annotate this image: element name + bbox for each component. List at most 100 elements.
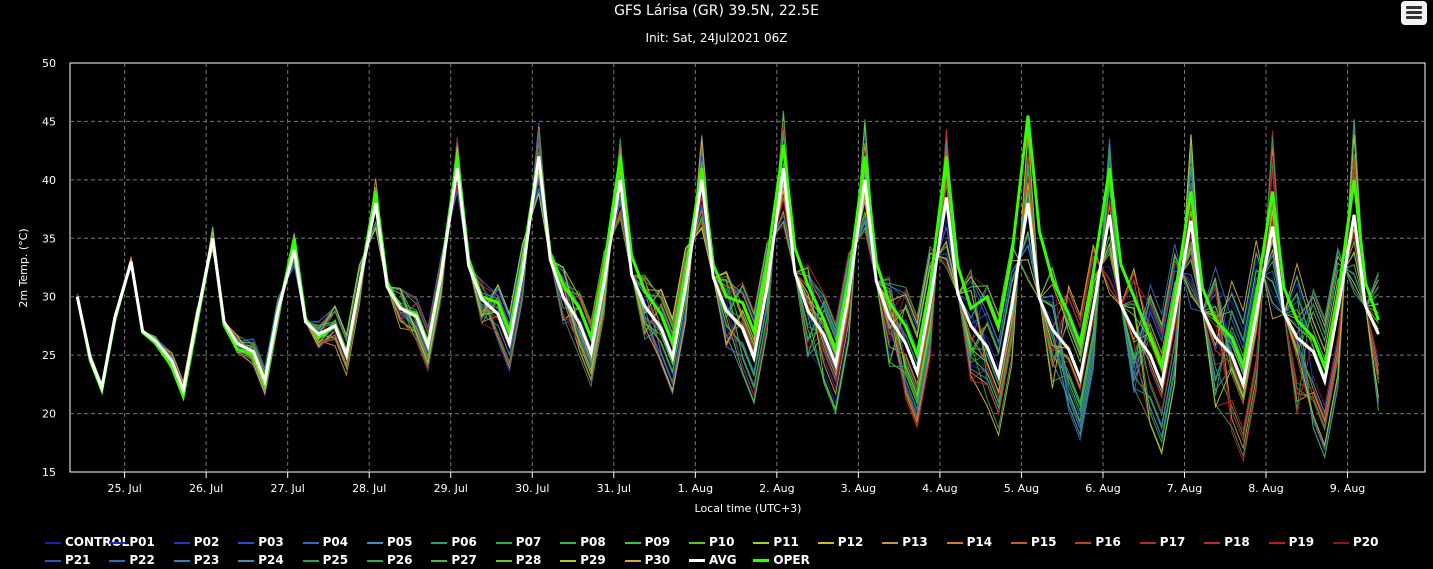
- legend-label: P12: [837, 535, 864, 549]
- legend-swatch: [624, 542, 641, 544]
- x-tick-label: 25. Jul: [107, 482, 141, 495]
- x-tick-label: 9. Aug: [1330, 482, 1365, 495]
- legend-swatch: [495, 560, 512, 562]
- legend-swatch: [1204, 542, 1221, 544]
- x-tick-label: 3. Aug: [841, 482, 876, 495]
- y-axis: 15 20 25 30 35 40 45 50: [42, 57, 56, 479]
- legend-label: P24: [258, 553, 284, 567]
- legend-label: P11: [773, 535, 799, 549]
- x-tick-label: 8. Aug: [1248, 482, 1283, 495]
- x-axis-label: Local time (UTC+3): [695, 502, 802, 515]
- legend-label: P30: [644, 553, 671, 567]
- legend-label: P21: [65, 553, 91, 567]
- legend-label: P13: [902, 535, 928, 549]
- y-tick-label: 35: [42, 232, 56, 245]
- legend-swatch: [45, 542, 61, 544]
- legend-label: P03: [258, 535, 284, 549]
- legend-label: P29: [580, 553, 606, 567]
- series-line-p09: [76, 158, 1379, 408]
- legend-swatch: [238, 560, 255, 562]
- x-axis: 25. Jul 26. Jul 27. Jul 28. Jul 29. Jul 30. J…: [107, 472, 1365, 495]
- legend-swatch: [431, 542, 448, 544]
- series-lines: [75, 110, 1380, 463]
- legend-swatch: [109, 560, 126, 562]
- legend-label: P01: [129, 535, 155, 549]
- legend-swatch: [238, 542, 255, 544]
- legend-swatch: [689, 559, 705, 562]
- y-axis-label: 2m Temp. (°C): [17, 228, 30, 307]
- hamburger-menu-icon: [1406, 6, 1422, 9]
- legend-label: P08: [580, 535, 606, 549]
- y-tick-label: 45: [42, 115, 56, 128]
- x-tick-label: 7. Aug: [1167, 482, 1202, 495]
- y-tick-label: 50: [42, 57, 56, 70]
- x-tick-label: 4. Aug: [922, 482, 957, 495]
- x-tick-label: 30. Jul: [515, 482, 549, 495]
- legend-swatch: [946, 542, 963, 544]
- legend-label: P19: [1288, 535, 1315, 549]
- legend-label: P10: [709, 535, 735, 549]
- legend-swatch: [624, 560, 641, 562]
- legend-swatch: [560, 542, 577, 544]
- x-tick-label: 1. Aug: [678, 482, 713, 495]
- legend-swatch: [817, 542, 834, 544]
- legend-swatch: [1139, 542, 1156, 544]
- legend-label: P25: [322, 553, 349, 567]
- legend-swatch: [495, 542, 512, 544]
- y-tick-label: 30: [42, 291, 56, 304]
- y-tick-label: 20: [42, 408, 56, 421]
- legend-swatch: [1268, 542, 1285, 544]
- series-line-avg: [75, 156, 1380, 396]
- plot-frame: [69, 62, 1426, 473]
- chart-title: GFS Lárisa (GR) 39.5N, 22.5E: [614, 3, 819, 19]
- legend-swatch: [1075, 542, 1092, 544]
- legend-label: P16: [1095, 535, 1121, 549]
- legend-label: OPER: [773, 553, 810, 567]
- legend-swatch: [367, 560, 383, 562]
- legend-label: P22: [129, 553, 155, 567]
- series-line-p23: [76, 119, 1379, 460]
- x-tick-label: 5. Aug: [1004, 482, 1039, 495]
- legend-swatch: [753, 542, 770, 544]
- legend-swatch: [560, 560, 577, 562]
- chart-subtitle: Init: Sat, 24Jul2021 06Z: [645, 31, 788, 45]
- y-tick-label: 40: [42, 174, 56, 187]
- legend-swatch: [45, 560, 61, 562]
- hamburger-menu-icon-bar: [1406, 16, 1422, 19]
- legend-label: P06: [451, 535, 477, 549]
- legend-swatch: [367, 542, 383, 544]
- chart-menu-button[interactable]: [1401, 1, 1427, 25]
- legend-label: CONTROL: [65, 535, 130, 549]
- y-tick-label: 25: [42, 349, 56, 362]
- legend-label: P07: [515, 535, 542, 549]
- legend-label: AVG: [709, 553, 737, 567]
- x-tick-label: 2. Aug: [759, 482, 794, 495]
- series-line-p26: [76, 119, 1379, 459]
- legend-swatch: [1011, 542, 1027, 544]
- hamburger-menu-icon-bar: [1406, 11, 1422, 14]
- legend-label: P17: [1159, 535, 1186, 549]
- x-tick-label: 28. Jul: [352, 482, 386, 495]
- legend-label: P14: [966, 535, 993, 549]
- legend-swatch: [173, 560, 190, 562]
- series-line-oper: [75, 115, 1380, 402]
- legend-swatch: [173, 542, 190, 544]
- legend-swatch: [109, 542, 126, 544]
- legend-label: P26: [387, 553, 413, 567]
- grid-lines: [69, 62, 1426, 473]
- series-line-p27: [76, 124, 1379, 413]
- x-tick-label: 27. Jul: [271, 482, 305, 495]
- x-tick-label: 26. Jul: [189, 482, 223, 495]
- legend-label: P23: [193, 553, 220, 567]
- y-tick-label: 15: [42, 466, 56, 479]
- legend-label: P04: [322, 535, 349, 549]
- legend-swatch: [689, 542, 705, 544]
- legend-swatch: [882, 542, 899, 544]
- legend-label: P02: [193, 535, 220, 549]
- legend-label: P05: [387, 535, 413, 549]
- x-tick-label: 29. Jul: [434, 482, 468, 495]
- legend-swatch: [1333, 542, 1349, 544]
- x-tick-label: 6. Aug: [1085, 482, 1120, 495]
- legend-label: P18: [1224, 535, 1250, 549]
